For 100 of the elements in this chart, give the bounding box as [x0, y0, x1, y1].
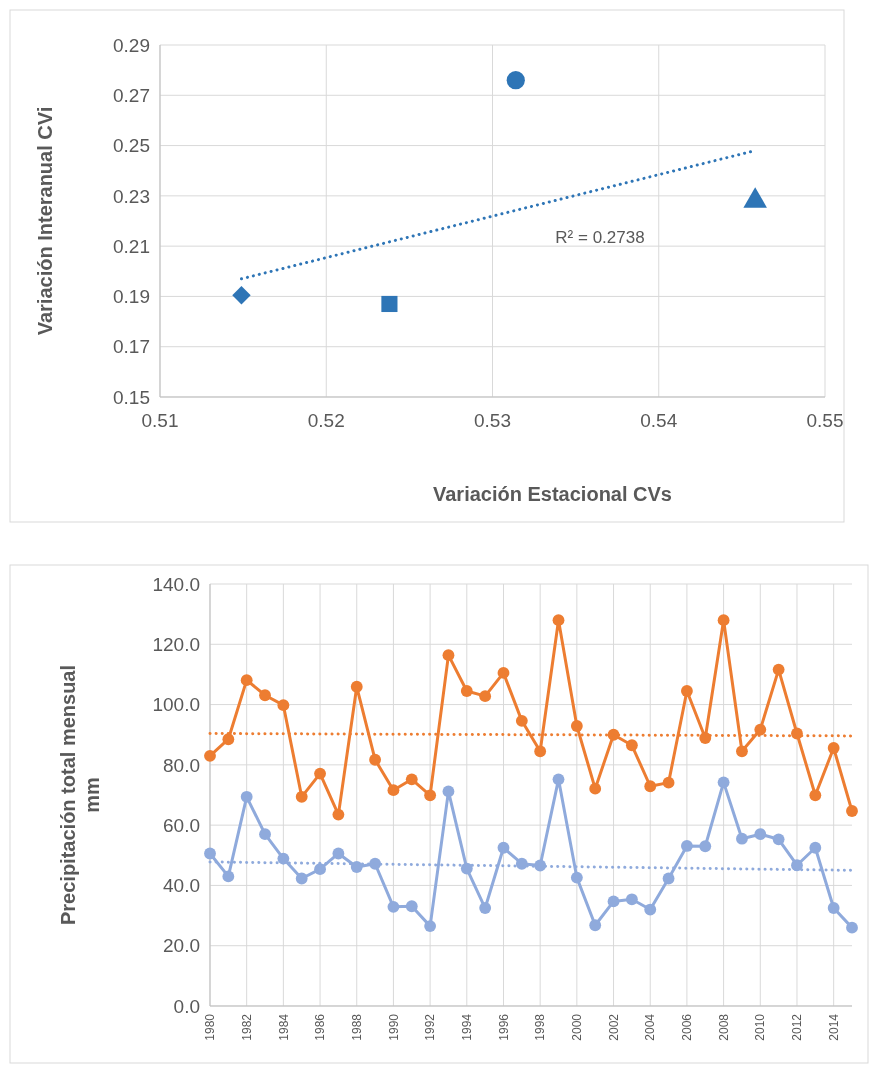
y-tick-label: 80.0 — [163, 754, 200, 776]
point — [222, 733, 235, 746]
point — [369, 753, 381, 766]
point — [497, 667, 510, 679]
point — [736, 745, 748, 758]
point — [534, 745, 547, 758]
y-tick-label: 0.19 — [113, 286, 150, 308]
point — [699, 840, 712, 853]
x-tick-label: 2006 — [680, 1013, 695, 1041]
y-tick-label: 120.0 — [152, 633, 200, 655]
point — [387, 900, 400, 913]
point — [809, 841, 822, 854]
x-tick-label: 0.52 — [307, 410, 345, 431]
x-tick-label: 2014 — [826, 1013, 841, 1041]
x-tick-label: 1988 — [349, 1013, 364, 1041]
point — [589, 919, 602, 932]
point — [497, 841, 510, 854]
point — [424, 920, 437, 933]
y-tick-label: 60.0 — [163, 814, 200, 836]
x-tick-label: 2004 — [643, 1013, 658, 1041]
point — [681, 840, 693, 852]
point — [204, 847, 216, 860]
x-tick-label: 2008 — [716, 1013, 731, 1041]
x-tick-label: 1992 — [423, 1013, 438, 1041]
point — [332, 808, 345, 821]
point — [625, 893, 638, 906]
y-tick-label: 20.0 — [163, 935, 200, 957]
point — [754, 723, 767, 736]
y-tick-label: 0.23 — [113, 185, 150, 207]
point — [460, 685, 473, 697]
x-tick-label: 0.53 — [474, 410, 511, 431]
x-tick-label: 1986 — [313, 1013, 328, 1041]
x-tick-label: 2002 — [606, 1013, 621, 1041]
point — [240, 674, 253, 687]
point — [570, 871, 583, 884]
point — [607, 895, 620, 908]
point — [552, 773, 565, 786]
point — [754, 828, 767, 841]
x-tick-label: 1990 — [386, 1013, 401, 1041]
point — [350, 680, 363, 693]
point — [662, 776, 675, 789]
point — [515, 857, 528, 870]
point — [515, 714, 528, 727]
point — [350, 861, 363, 873]
point — [717, 614, 730, 627]
x-tick-label: 2010 — [753, 1013, 768, 1041]
point — [442, 785, 455, 798]
y-axis-title: Variación Interanual CVi — [34, 106, 56, 336]
point — [259, 689, 271, 702]
x-tick-label: 1980 — [203, 1013, 218, 1041]
point — [846, 921, 858, 934]
point — [479, 902, 492, 914]
point — [204, 749, 216, 762]
x-tick-label: 2012 — [790, 1013, 805, 1041]
x-tick-label: 1996 — [496, 1013, 511, 1041]
point — [772, 663, 785, 676]
y-axis-title: Precipitación total mensual mm — [57, 664, 103, 926]
point — [827, 742, 840, 754]
x-tick-label: 1994 — [460, 1013, 474, 1041]
point — [442, 649, 455, 662]
point — [295, 872, 308, 885]
y-tick-label: 0.0 — [173, 995, 200, 1017]
point — [314, 767, 326, 780]
y-tick-label: 0.25 — [113, 135, 150, 157]
point — [846, 805, 858, 817]
x-tick-label: 1998 — [533, 1013, 548, 1041]
y-tick-label: 0.29 — [113, 34, 150, 56]
point — [222, 870, 235, 883]
x-axis-title: Variación Estacional CVs — [433, 483, 672, 505]
point — [387, 784, 400, 797]
point — [381, 295, 398, 313]
annotation: R² = 0.2738 — [555, 227, 645, 247]
point — [772, 833, 785, 846]
point — [332, 847, 345, 860]
point — [277, 852, 290, 865]
x-tick-label: 1984 — [276, 1013, 291, 1041]
point — [232, 285, 251, 305]
x-tick-label: 2000 — [570, 1013, 585, 1041]
x-tick-label: 0.54 — [640, 410, 678, 431]
point — [570, 720, 583, 732]
point — [681, 685, 693, 697]
point — [662, 872, 675, 885]
x-tick-label: 1982 — [239, 1013, 254, 1041]
point — [405, 773, 418, 786]
y-tick-label: 0.17 — [113, 336, 150, 358]
point — [644, 903, 657, 916]
point — [295, 790, 308, 803]
point — [506, 71, 525, 90]
point — [717, 776, 730, 789]
y-tick-label: 0.21 — [113, 235, 150, 257]
point — [277, 699, 290, 712]
point — [644, 780, 657, 793]
point — [625, 739, 638, 752]
y-tick-label: 140.0 — [152, 573, 200, 595]
x-tick-label: 0.51 — [141, 410, 179, 431]
point — [259, 828, 271, 841]
point — [314, 863, 326, 876]
x-tick-label: 0.55 — [806, 410, 844, 431]
point — [240, 790, 253, 803]
y-tick-label: 0.27 — [113, 84, 150, 106]
